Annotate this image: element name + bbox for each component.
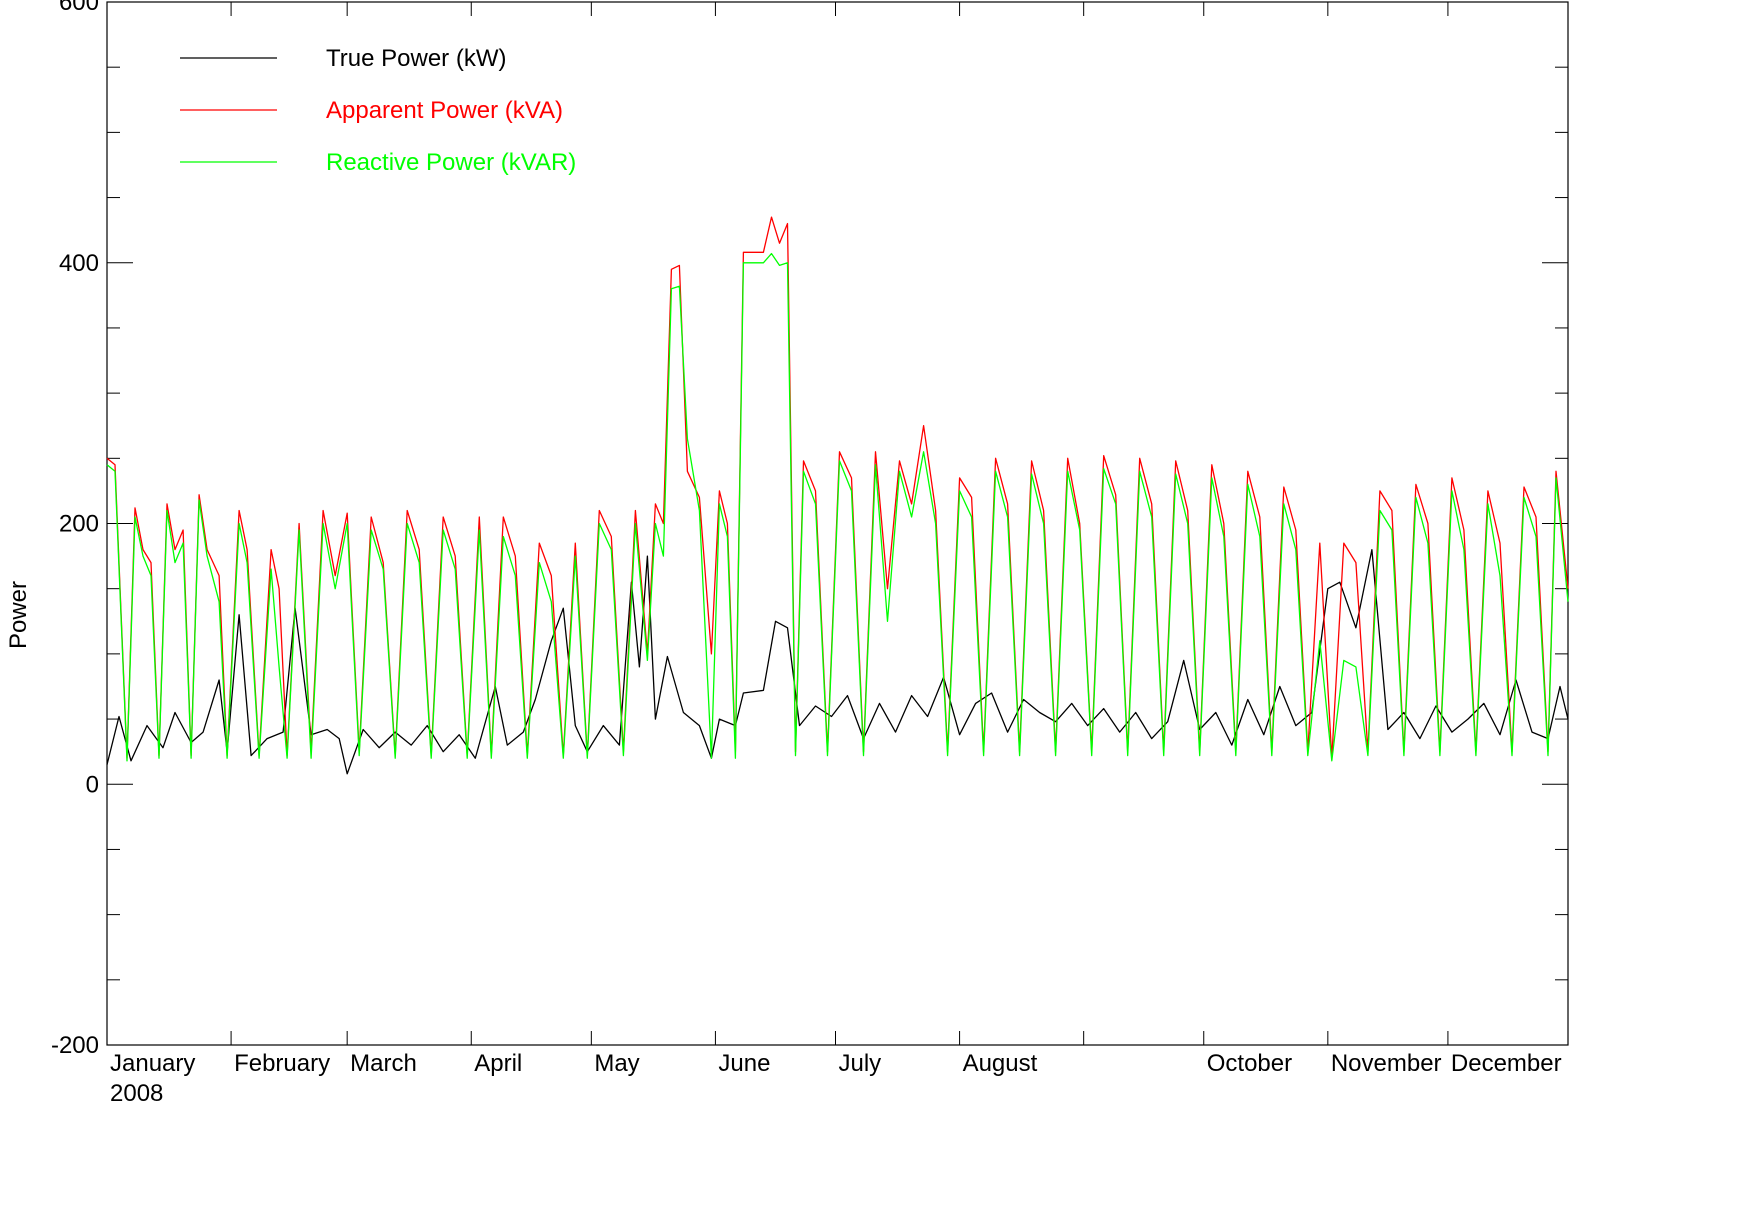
year-label: 2008 [110,1080,163,1107]
x-tick-label: October [1207,1050,1292,1077]
series-line-0 [106,548,1569,775]
x-tick-label: April [474,1050,522,1077]
x-axis: January February March April May June July Augu… [106,2,1562,1107]
legend-label-0: True Power (kW) [326,45,506,72]
series-line-1 [106,216,1569,759]
legend-label-2: Reactive Power (kVAR) [326,149,576,176]
x-tick-label: May [594,1050,639,1077]
series-line-2 [106,252,1569,762]
x-tick-label: August [963,1050,1038,1077]
y-tick-label: 600 [59,0,99,16]
x-tick-label: March [350,1050,417,1077]
series-layer [106,216,1569,775]
y-tick-label: 400 [59,250,99,277]
y-tick-label: 200 [59,511,99,538]
x-tick-label: November [1331,1050,1442,1077]
y-tick-label: -200 [51,1032,99,1059]
legend-label-1: Apparent Power (kVA) [326,97,563,124]
x-tick-label: February [234,1050,330,1077]
x-tick-label: December [1451,1050,1562,1077]
x-tick-label: June [718,1050,770,1077]
y-axis: -200 0 200 400 600 [51,0,1568,1059]
x-tick-label: July [838,1050,881,1077]
y-tick-label: 0 [86,771,99,798]
x-tick-label: January [110,1050,195,1077]
legend: True Power (kW) Apparent Power (kVA) React… [180,45,576,176]
y-axis-label: Power [5,581,32,649]
